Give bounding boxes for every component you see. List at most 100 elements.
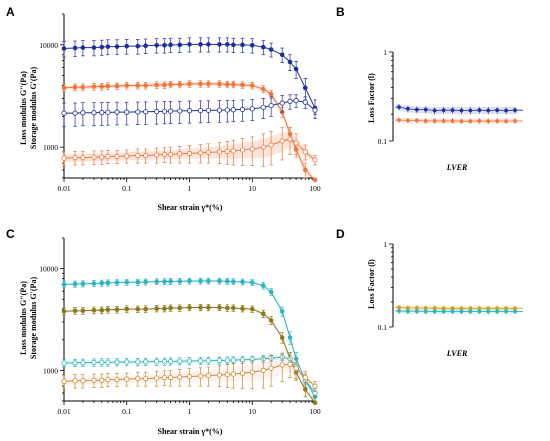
panel-b-series-1-point [397,105,401,110]
panel-c-ylabel-2: Storage modulus G'(Pa) [29,277,38,360]
panel-c-series-2-point [154,306,159,311]
panel-d-series-1-point [450,306,455,311]
panel-a-series-2-point [240,82,245,88]
panel-a-series-1-point [249,42,255,48]
panel-a-x-tick-label: 10 [249,184,257,193]
panel-c-x-tick-label: 10 [249,407,257,416]
panel-a-series-2-point [124,83,130,88]
panel-label-d: D [336,227,345,241]
panel-a-series-1-point [240,42,245,48]
panel-c-series-2-point [198,305,203,310]
panel-c-x-tick-label: 0.01 [57,407,70,416]
panel-a-series-1-point [279,52,285,58]
panel-d-series-2-point [468,309,473,314]
panel-a-series-2-point [80,84,86,90]
panel-a-series-4-point [230,148,236,154]
panel-a-series-4-point [61,155,67,161]
panel-b-series-2-point [397,118,401,122]
panel-b-series-1-point [477,108,482,113]
panel-a-series-4-point [80,155,86,161]
panel-a-series-3-point [312,107,318,113]
panel-c-series-1-point [268,289,274,295]
panel-b-series-2-point [432,119,437,123]
panel-c-series-2-point [206,305,211,310]
panel-a-series-3-point [154,108,160,115]
panel-a-series-3-point [186,108,193,114]
panel-a-ylabel-1: Loss modulus G"(Pa) [19,71,28,145]
panel-a-series-1-point [99,44,105,50]
panel-c-series-1-point [279,309,285,314]
panel-b-series-1-point [495,108,500,113]
panel-c-series-1-point [287,335,293,340]
panel-b-series-1-line [395,106,523,111]
panel-a-series-2-point [177,82,183,87]
panel-a-series-1-point [114,44,120,49]
panel-d-series-1-point [486,306,491,311]
panel-a-series-4-point [239,147,246,153]
panel-b-series-2-point [450,119,455,123]
panel-c-series-4-point [91,377,97,383]
panel-a-series-1-point [80,45,86,50]
panel-a-series-2-point [312,177,318,183]
panel-c-series-3-point [154,358,160,365]
panel-c-series-3-point [91,359,97,366]
panel-a-series-4-point [279,138,285,144]
panel-d-series-2-point [486,309,491,314]
panel-b-series-1-point [486,108,491,113]
panel-a-series-2-point [187,81,192,87]
panel-c-series-2-point [143,306,148,312]
panel-b-series-2-point [495,119,500,123]
panel-a-series-2-point [91,84,97,89]
panel-a-series-2-point [260,86,266,92]
panel-a-series-1-point [268,47,274,52]
panel-a-series-4-point [135,152,141,159]
panel-a-series-4-point [177,151,183,157]
panel-c-series-4-point [161,374,168,381]
panel-a-series-3-point [249,106,255,112]
panel-a-x-tick-label: 0.01 [57,184,70,193]
panel-c-series-2-point [187,305,192,310]
panel-a-series-3-point [216,107,223,113]
panel-d-series-1-point [513,306,517,311]
panel-c-series-4-point [124,376,130,382]
panel-a-series-4-point [91,154,97,160]
panel-c-series-1-point [240,279,245,285]
panel-a-series-2-point [61,85,67,91]
panel-c-series-4-point [143,376,149,382]
panel-d-series-2-point [504,309,508,314]
panel-a-series-4-point [99,154,105,160]
panel-d-series-2-point [414,309,419,314]
panel-c-series-3-point [224,357,230,363]
panel-a-series-1-point [177,42,183,48]
panel-a-series-3-point [80,110,86,116]
panel-c-series-1-point [187,278,192,284]
panel-a-series-1-point [231,42,236,48]
panel-a-series-2-point [217,81,222,87]
panel-b-series-1-point [513,108,517,113]
panel-c-series-4-point [154,375,160,381]
panel-a-chart: Loss modulus G"(Pa) Storage modulus G'(P… [19,13,321,212]
panel-a-series-4-point [249,146,255,152]
panel-b-series-1-point [459,108,464,113]
panel-a-series-3-point [168,108,174,114]
panel-d-ylabel: Loss Factor (l) [367,259,376,309]
panel-c-series-4-point [224,371,230,378]
panel-a-series-2-point [99,84,105,89]
panel-c-series-4-point [268,365,274,371]
panel-a-series-1-point [187,42,192,47]
panel-b-series-2-point [486,119,491,124]
panel-d-y-tick-label: 0.1 [378,323,388,332]
panel-a-y-tick-label: 1000 [43,143,58,152]
panel-c-series-1-point [206,278,211,284]
panel-a-series-4-point [124,153,130,159]
panel-a-series-2-point [154,82,159,88]
panel-b-series-2-point [513,119,517,123]
panel-a-series-3-point [260,104,266,110]
panel-c-series-4-point [249,369,255,375]
panel-b-series-2-line [395,119,523,122]
panel-d-series-1-point [459,306,464,311]
panel-c-series-3-point [177,358,183,364]
panel-c-series-1-point [105,280,111,286]
panel-c-series-1-point [114,280,120,285]
panel-a-series-3-point [114,109,120,115]
